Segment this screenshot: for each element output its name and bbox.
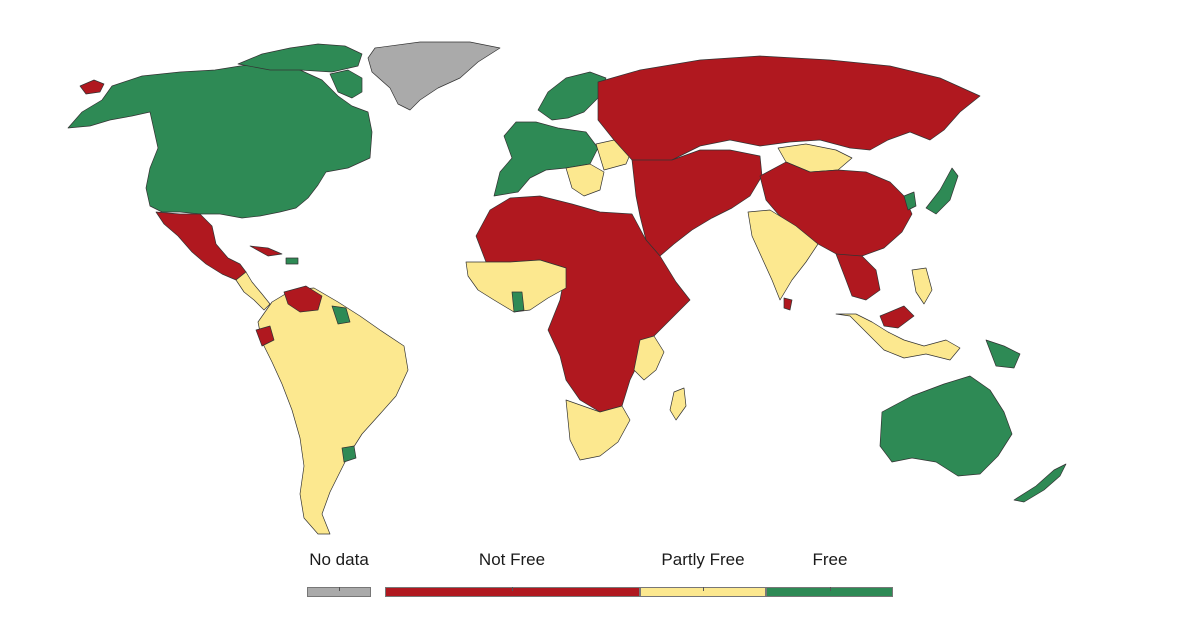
region-southeast-asia — [835, 253, 881, 301]
region-guianas — [331, 305, 351, 325]
legend-tick-not-free — [512, 587, 513, 591]
region-papua-new-guinea — [985, 339, 1021, 369]
region-mexico — [155, 211, 247, 281]
region-ecuador — [255, 325, 275, 347]
region-scandinavia — [537, 71, 607, 121]
legend-tick-partly-free — [703, 587, 704, 591]
region-alaska-canada-usa — [67, 61, 373, 219]
region-southern-africa — [565, 399, 631, 461]
region-east-africa — [633, 335, 665, 381]
region-balkans — [565, 163, 605, 197]
legend-tick-no-data — [339, 587, 340, 591]
region-western-europe — [493, 121, 599, 197]
region-malaysia-borneo — [879, 305, 915, 329]
region-australia — [879, 375, 1013, 477]
region-india — [747, 209, 819, 301]
legend-label-partly-free: Partly Free — [661, 550, 745, 569]
region-ghana — [511, 291, 525, 313]
region-madagascar — [669, 387, 687, 421]
region-central-america — [235, 271, 271, 311]
region-greenland — [367, 41, 501, 111]
region-cuba — [249, 245, 283, 257]
region-japan — [925, 167, 959, 215]
region-west-africa — [465, 259, 567, 313]
region-philippines — [911, 267, 933, 305]
region-caribbean — [285, 257, 299, 265]
region-baffin-island — [329, 69, 363, 99]
region-uruguay — [341, 445, 357, 463]
legend-tick-free — [830, 587, 831, 591]
region-indonesia — [835, 313, 961, 361]
region-arctic-islands — [237, 43, 363, 73]
region-middle-east-central-asia — [631, 149, 763, 257]
region-sri-lanka — [783, 297, 793, 311]
region-south-america — [257, 287, 409, 535]
region-venezuela — [283, 285, 323, 313]
legend-label-no-data: No data — [309, 550, 369, 569]
region-korea — [903, 191, 917, 211]
legend-label-free: Free — [812, 550, 848, 569]
region-new-zealand — [1013, 463, 1067, 503]
legend-swatch-free — [766, 587, 893, 597]
legend-label-not-free: Not Free — [478, 550, 546, 569]
region-chukotka — [79, 79, 105, 95]
